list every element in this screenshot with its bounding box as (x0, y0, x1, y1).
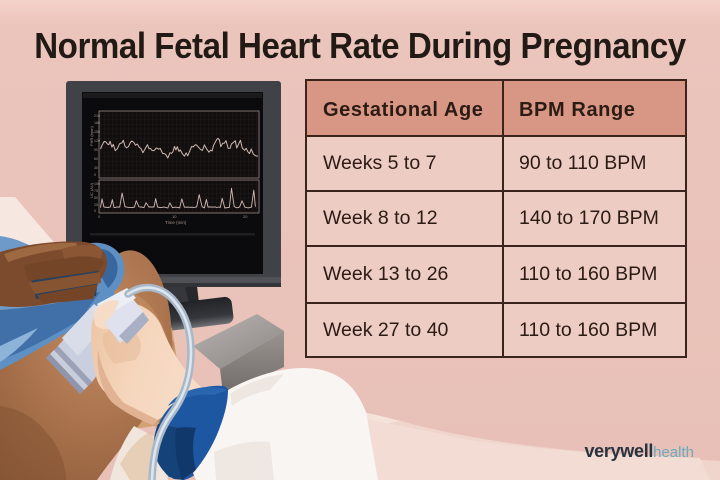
svg-text:Time (min): Time (min) (165, 220, 187, 225)
svg-text:75: 75 (94, 189, 98, 193)
svg-text:150: 150 (94, 130, 100, 134)
svg-text:30: 30 (94, 166, 98, 170)
svg-text:210: 210 (94, 114, 100, 118)
svg-text:25: 25 (94, 203, 98, 207)
svg-text:0: 0 (94, 173, 96, 177)
svg-text:0: 0 (98, 214, 101, 219)
svg-text:50: 50 (94, 196, 98, 200)
svg-text:UC (AU): UC (AU) (89, 182, 94, 198)
svg-text:180: 180 (94, 121, 100, 125)
svg-text:20: 20 (243, 214, 248, 219)
svg-text:FHR (bpm): FHR (bpm) (89, 126, 94, 146)
svg-text:100: 100 (94, 182, 100, 186)
svg-text:120: 120 (94, 139, 100, 143)
svg-text:90: 90 (94, 148, 98, 152)
svg-text:10: 10 (172, 214, 177, 219)
svg-text:0: 0 (94, 209, 96, 213)
svg-text:60: 60 (94, 157, 98, 161)
